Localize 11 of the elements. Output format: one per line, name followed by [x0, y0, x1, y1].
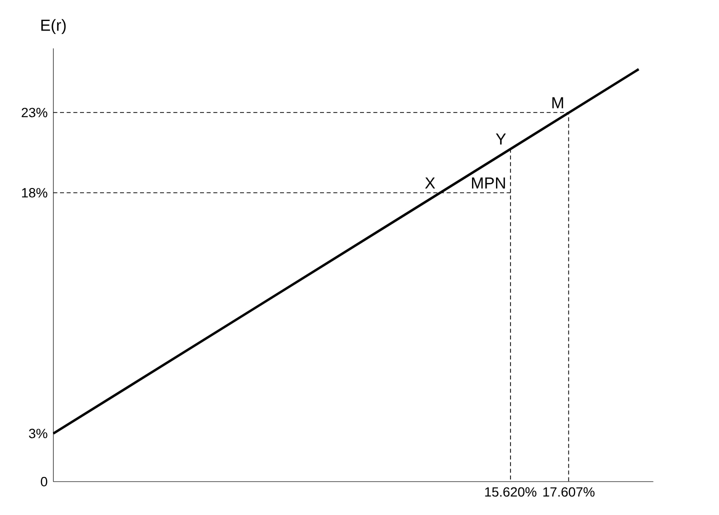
- y-tick-label: 3%: [28, 428, 48, 438]
- y-tick-label: 23%: [22, 108, 48, 118]
- annotation: M: [552, 97, 564, 108]
- y-tick-label: 0: [40, 476, 48, 486]
- x-tick-label: 15.620%: [485, 487, 536, 497]
- annotation: Y: [496, 134, 506, 145]
- annotation: MPN: [472, 178, 505, 189]
- annotation: X: [425, 178, 436, 189]
- y-axis-title: E(r): [41, 19, 66, 34]
- y-tick-label: 18%: [22, 188, 48, 198]
- x-tick-label: 17.607%: [543, 487, 595, 497]
